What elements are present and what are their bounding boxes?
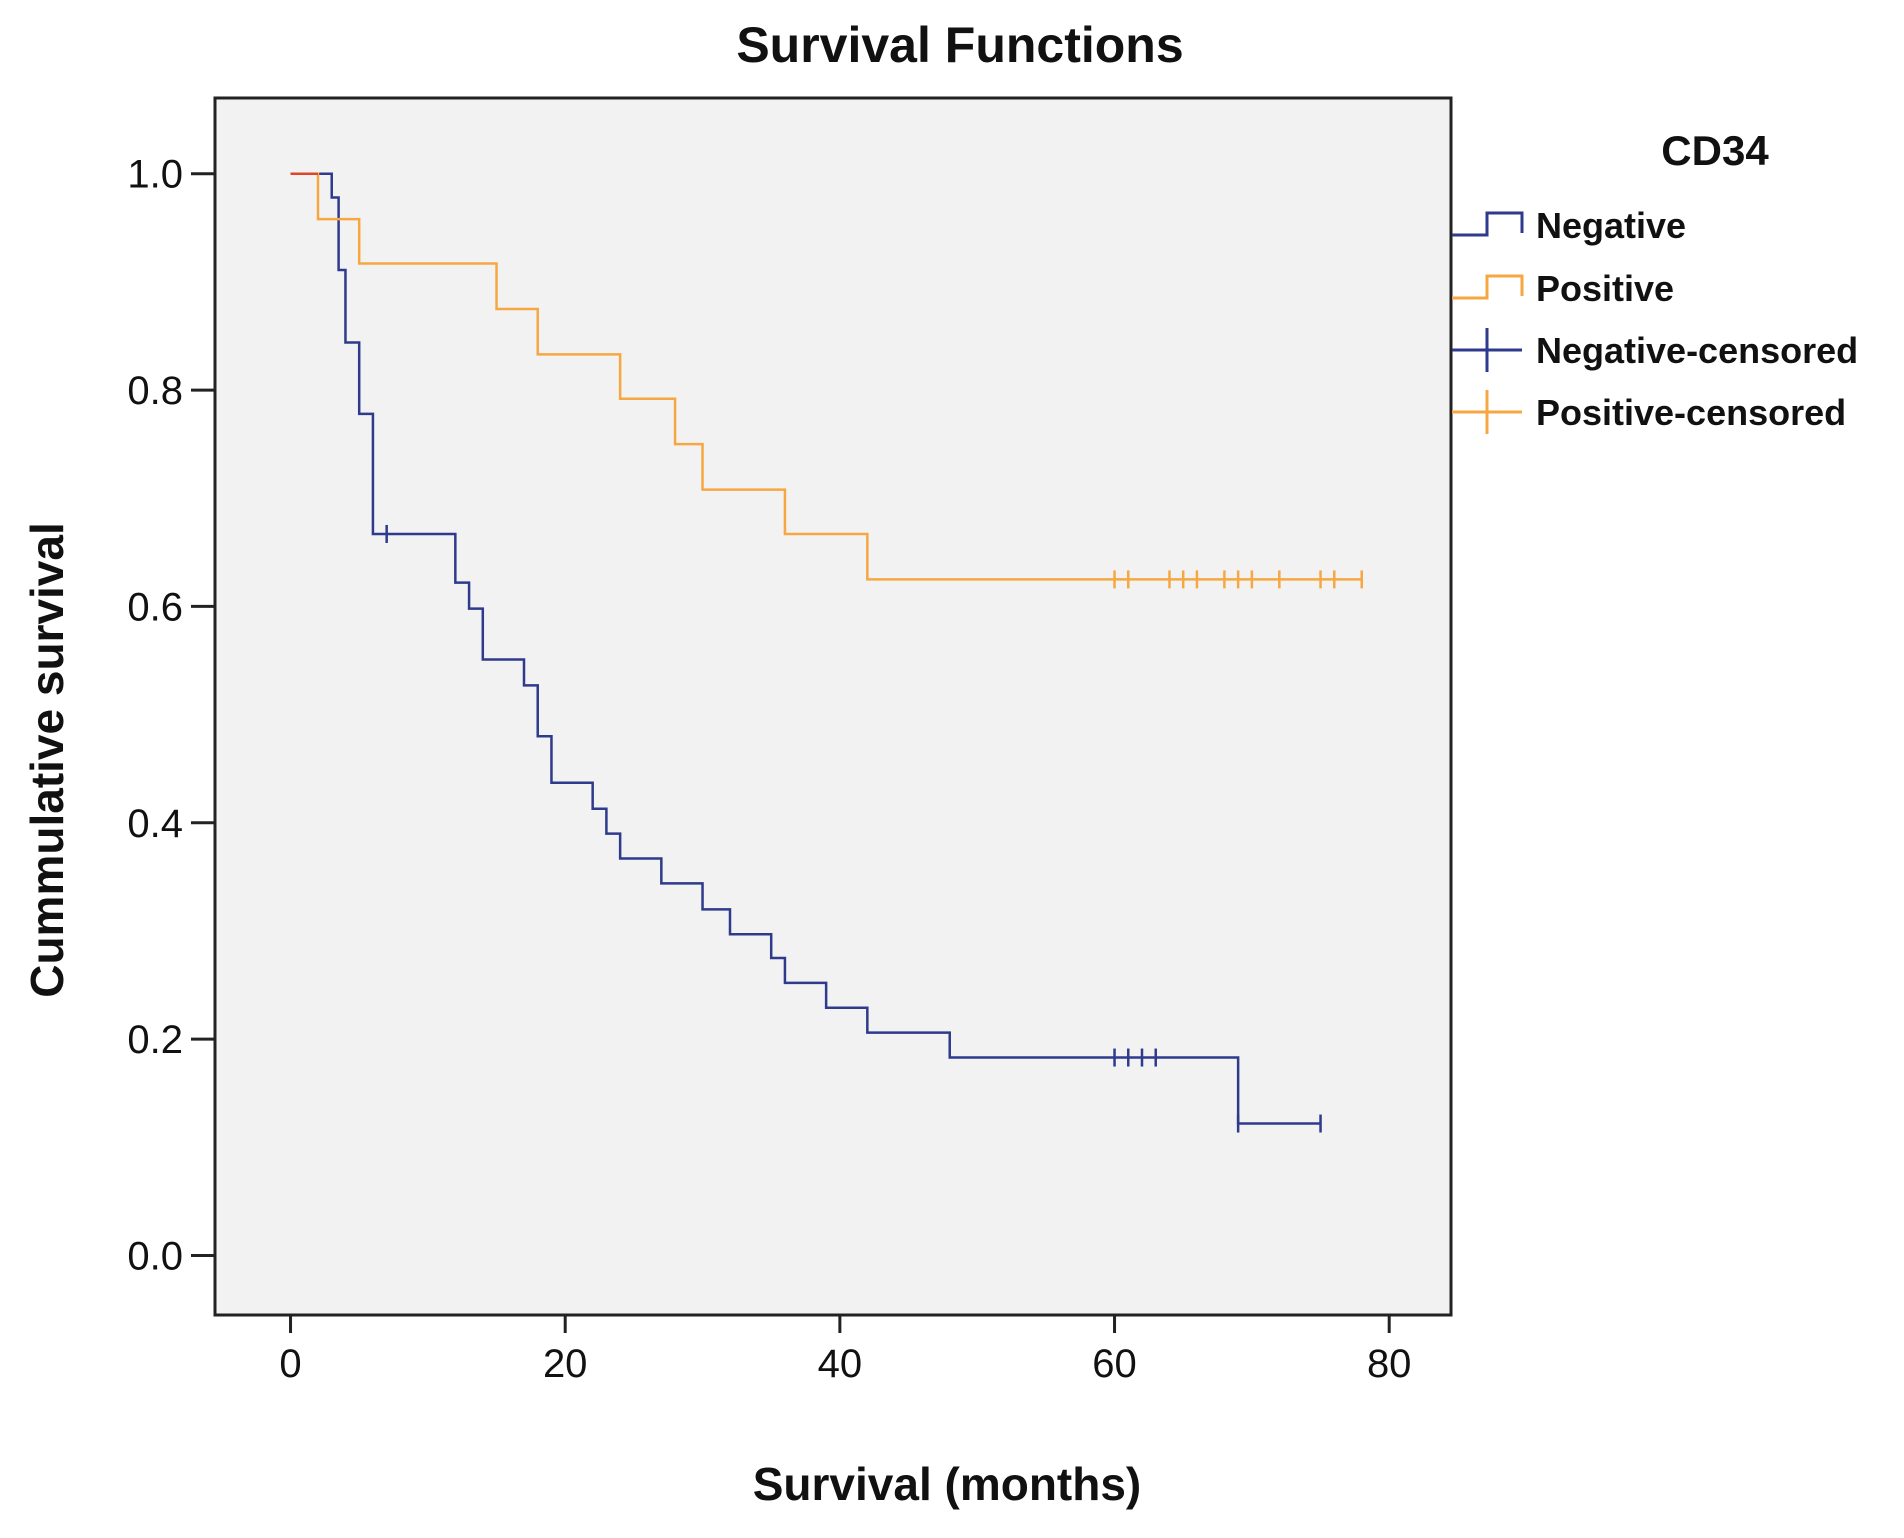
axis-ticks: 0 20 40 60 80 0.0 0.2 0.4 0.6 0.8 1.0 <box>127 153 1411 1386</box>
x-tick-label: 80 <box>1367 1342 1412 1386</box>
legend-entry-label: Negative <box>1536 205 1686 246</box>
chart-title: Survival Functions <box>736 17 1183 73</box>
legend-entry-label: Positive-censored <box>1536 392 1846 433</box>
y-tick-label: 0.6 <box>127 585 183 629</box>
series-layer <box>290 172 1363 1133</box>
y-tick-label: 0.4 <box>127 802 183 846</box>
y-axis-label: Cummulative survival <box>21 522 73 998</box>
y-tick-label: 0.0 <box>127 1235 183 1279</box>
x-tick-label: 20 <box>543 1342 588 1386</box>
legend-swatch-negative <box>1452 211 1524 237</box>
legend-entry-label: Positive <box>1536 268 1674 309</box>
plot-area <box>213 96 1453 1317</box>
series-negative-line <box>290 172 1321 1125</box>
x-tick-label: 40 <box>818 1342 863 1386</box>
series-positive-line <box>290 172 1362 581</box>
y-tick-label: 0.8 <box>127 369 183 413</box>
legend-entry-label: Negative-censored <box>1536 330 1858 371</box>
legend-swatch-positive <box>1452 274 1524 300</box>
y-tick-label: 1.0 <box>127 153 183 197</box>
legend-title: CD34 <box>1661 127 1769 174</box>
x-tick-label: 0 <box>279 1342 301 1386</box>
y-tick-label: 0.2 <box>127 1018 183 1062</box>
x-tick-label: 60 <box>1092 1342 1137 1386</box>
legend: CD34 Negative Positive Negative-censored Po… <box>1452 127 1858 434</box>
x-axis-label: Survival (months) <box>753 1458 1142 1510</box>
